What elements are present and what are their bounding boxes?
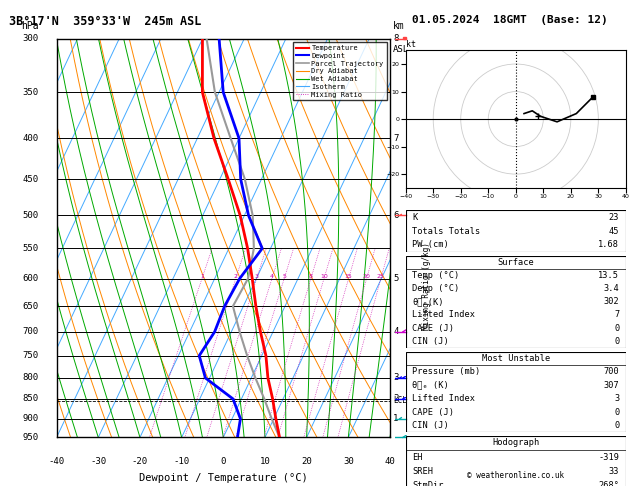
Text: 4: 4 bbox=[270, 274, 274, 278]
Text: -10: -10 bbox=[174, 457, 190, 467]
Text: Temp (°C): Temp (°C) bbox=[413, 271, 460, 280]
Text: 3: 3 bbox=[255, 274, 259, 278]
Text: hPa: hPa bbox=[21, 21, 38, 31]
Text: 1: 1 bbox=[200, 274, 204, 278]
Text: km: km bbox=[393, 21, 405, 31]
Text: 400: 400 bbox=[22, 134, 38, 143]
Text: CIN (J): CIN (J) bbox=[413, 337, 449, 346]
Text: 0: 0 bbox=[614, 337, 619, 346]
Text: 1.68: 1.68 bbox=[598, 241, 619, 249]
Text: 8: 8 bbox=[393, 35, 399, 43]
Text: 3B°17'N  359°33'W  245m ASL: 3B°17'N 359°33'W 245m ASL bbox=[9, 15, 202, 28]
Text: 40: 40 bbox=[384, 457, 396, 467]
Text: 3: 3 bbox=[393, 373, 399, 382]
Text: 650: 650 bbox=[22, 302, 38, 311]
Polygon shape bbox=[403, 37, 406, 39]
Text: 6: 6 bbox=[393, 211, 399, 220]
Text: LCL: LCL bbox=[393, 397, 407, 405]
Text: 23: 23 bbox=[609, 213, 619, 222]
Text: Mixing Ratio (g/kg): Mixing Ratio (g/kg) bbox=[422, 242, 431, 330]
Text: θ⁣ₑ(K): θ⁣ₑ(K) bbox=[413, 297, 444, 306]
Text: StmDir: StmDir bbox=[413, 481, 444, 486]
Text: 900: 900 bbox=[22, 414, 38, 423]
Text: θ⁣ₑ (K): θ⁣ₑ (K) bbox=[413, 381, 449, 390]
Text: 3: 3 bbox=[614, 394, 619, 403]
Text: 600: 600 bbox=[22, 274, 38, 283]
Text: 1: 1 bbox=[393, 414, 399, 423]
Text: 800: 800 bbox=[22, 373, 38, 382]
Text: 268°: 268° bbox=[598, 481, 619, 486]
Text: 5: 5 bbox=[393, 274, 399, 283]
Text: 25: 25 bbox=[377, 274, 385, 278]
Text: 20: 20 bbox=[363, 274, 370, 278]
Text: 7: 7 bbox=[614, 311, 619, 319]
Text: 302: 302 bbox=[603, 297, 619, 306]
Text: Pressure (mb): Pressure (mb) bbox=[413, 367, 481, 377]
Text: PW (cm): PW (cm) bbox=[413, 241, 449, 249]
Text: Hodograph: Hodograph bbox=[492, 438, 540, 448]
Text: 0: 0 bbox=[614, 324, 619, 333]
Text: Totals Totals: Totals Totals bbox=[413, 226, 481, 236]
Text: 10: 10 bbox=[260, 457, 270, 467]
Text: 750: 750 bbox=[22, 351, 38, 360]
Legend: Temperature, Dewpoint, Parcel Trajectory, Dry Adiabat, Wet Adiabat, Isotherm, Mi: Temperature, Dewpoint, Parcel Trajectory… bbox=[293, 42, 386, 100]
Text: CAPE (J): CAPE (J) bbox=[413, 407, 454, 417]
Text: 500: 500 bbox=[22, 211, 38, 220]
Text: 550: 550 bbox=[22, 244, 38, 253]
Text: 0: 0 bbox=[614, 421, 619, 430]
Text: -319: -319 bbox=[598, 452, 619, 462]
Text: Dewp (°C): Dewp (°C) bbox=[413, 284, 460, 293]
Text: 01.05.2024  18GMT  (Base: 12): 01.05.2024 18GMT (Base: 12) bbox=[412, 15, 608, 25]
Text: 0: 0 bbox=[221, 457, 226, 467]
Text: ASL: ASL bbox=[393, 45, 409, 54]
Text: Surface: Surface bbox=[498, 258, 534, 267]
Text: 20: 20 bbox=[301, 457, 312, 467]
Text: 2: 2 bbox=[393, 395, 399, 403]
Text: 950: 950 bbox=[22, 433, 38, 442]
Text: 3.4: 3.4 bbox=[603, 284, 619, 293]
Text: 4: 4 bbox=[393, 327, 399, 336]
Text: -20: -20 bbox=[132, 457, 148, 467]
Text: SREH: SREH bbox=[413, 467, 433, 476]
Text: 5: 5 bbox=[282, 274, 286, 278]
Text: 300: 300 bbox=[22, 35, 38, 43]
Text: 45: 45 bbox=[609, 226, 619, 236]
Text: 30: 30 bbox=[343, 457, 353, 467]
Text: kt: kt bbox=[406, 40, 416, 50]
Text: Dewpoint / Temperature (°C): Dewpoint / Temperature (°C) bbox=[139, 473, 308, 483]
Text: 450: 450 bbox=[22, 174, 38, 184]
Text: 2: 2 bbox=[234, 274, 238, 278]
Text: -30: -30 bbox=[90, 457, 106, 467]
Text: © weatheronline.co.uk: © weatheronline.co.uk bbox=[467, 471, 564, 480]
Text: 7: 7 bbox=[393, 134, 399, 143]
Text: 33: 33 bbox=[609, 467, 619, 476]
Text: 350: 350 bbox=[22, 87, 38, 97]
Text: 700: 700 bbox=[603, 367, 619, 377]
Text: CAPE (J): CAPE (J) bbox=[413, 324, 454, 333]
Text: 0: 0 bbox=[614, 407, 619, 417]
Text: 13.5: 13.5 bbox=[598, 271, 619, 280]
Text: 15: 15 bbox=[345, 274, 352, 278]
Text: 700: 700 bbox=[22, 327, 38, 336]
Text: 10: 10 bbox=[320, 274, 328, 278]
Text: Most Unstable: Most Unstable bbox=[482, 354, 550, 363]
Text: EH: EH bbox=[413, 452, 423, 462]
Text: CIN (J): CIN (J) bbox=[413, 421, 449, 430]
Text: K: K bbox=[413, 213, 418, 222]
Text: Lifted Index: Lifted Index bbox=[413, 311, 476, 319]
Text: Lifted Index: Lifted Index bbox=[413, 394, 476, 403]
Text: -40: -40 bbox=[48, 457, 65, 467]
Text: 8: 8 bbox=[309, 274, 313, 278]
Text: 307: 307 bbox=[603, 381, 619, 390]
Text: 850: 850 bbox=[22, 395, 38, 403]
